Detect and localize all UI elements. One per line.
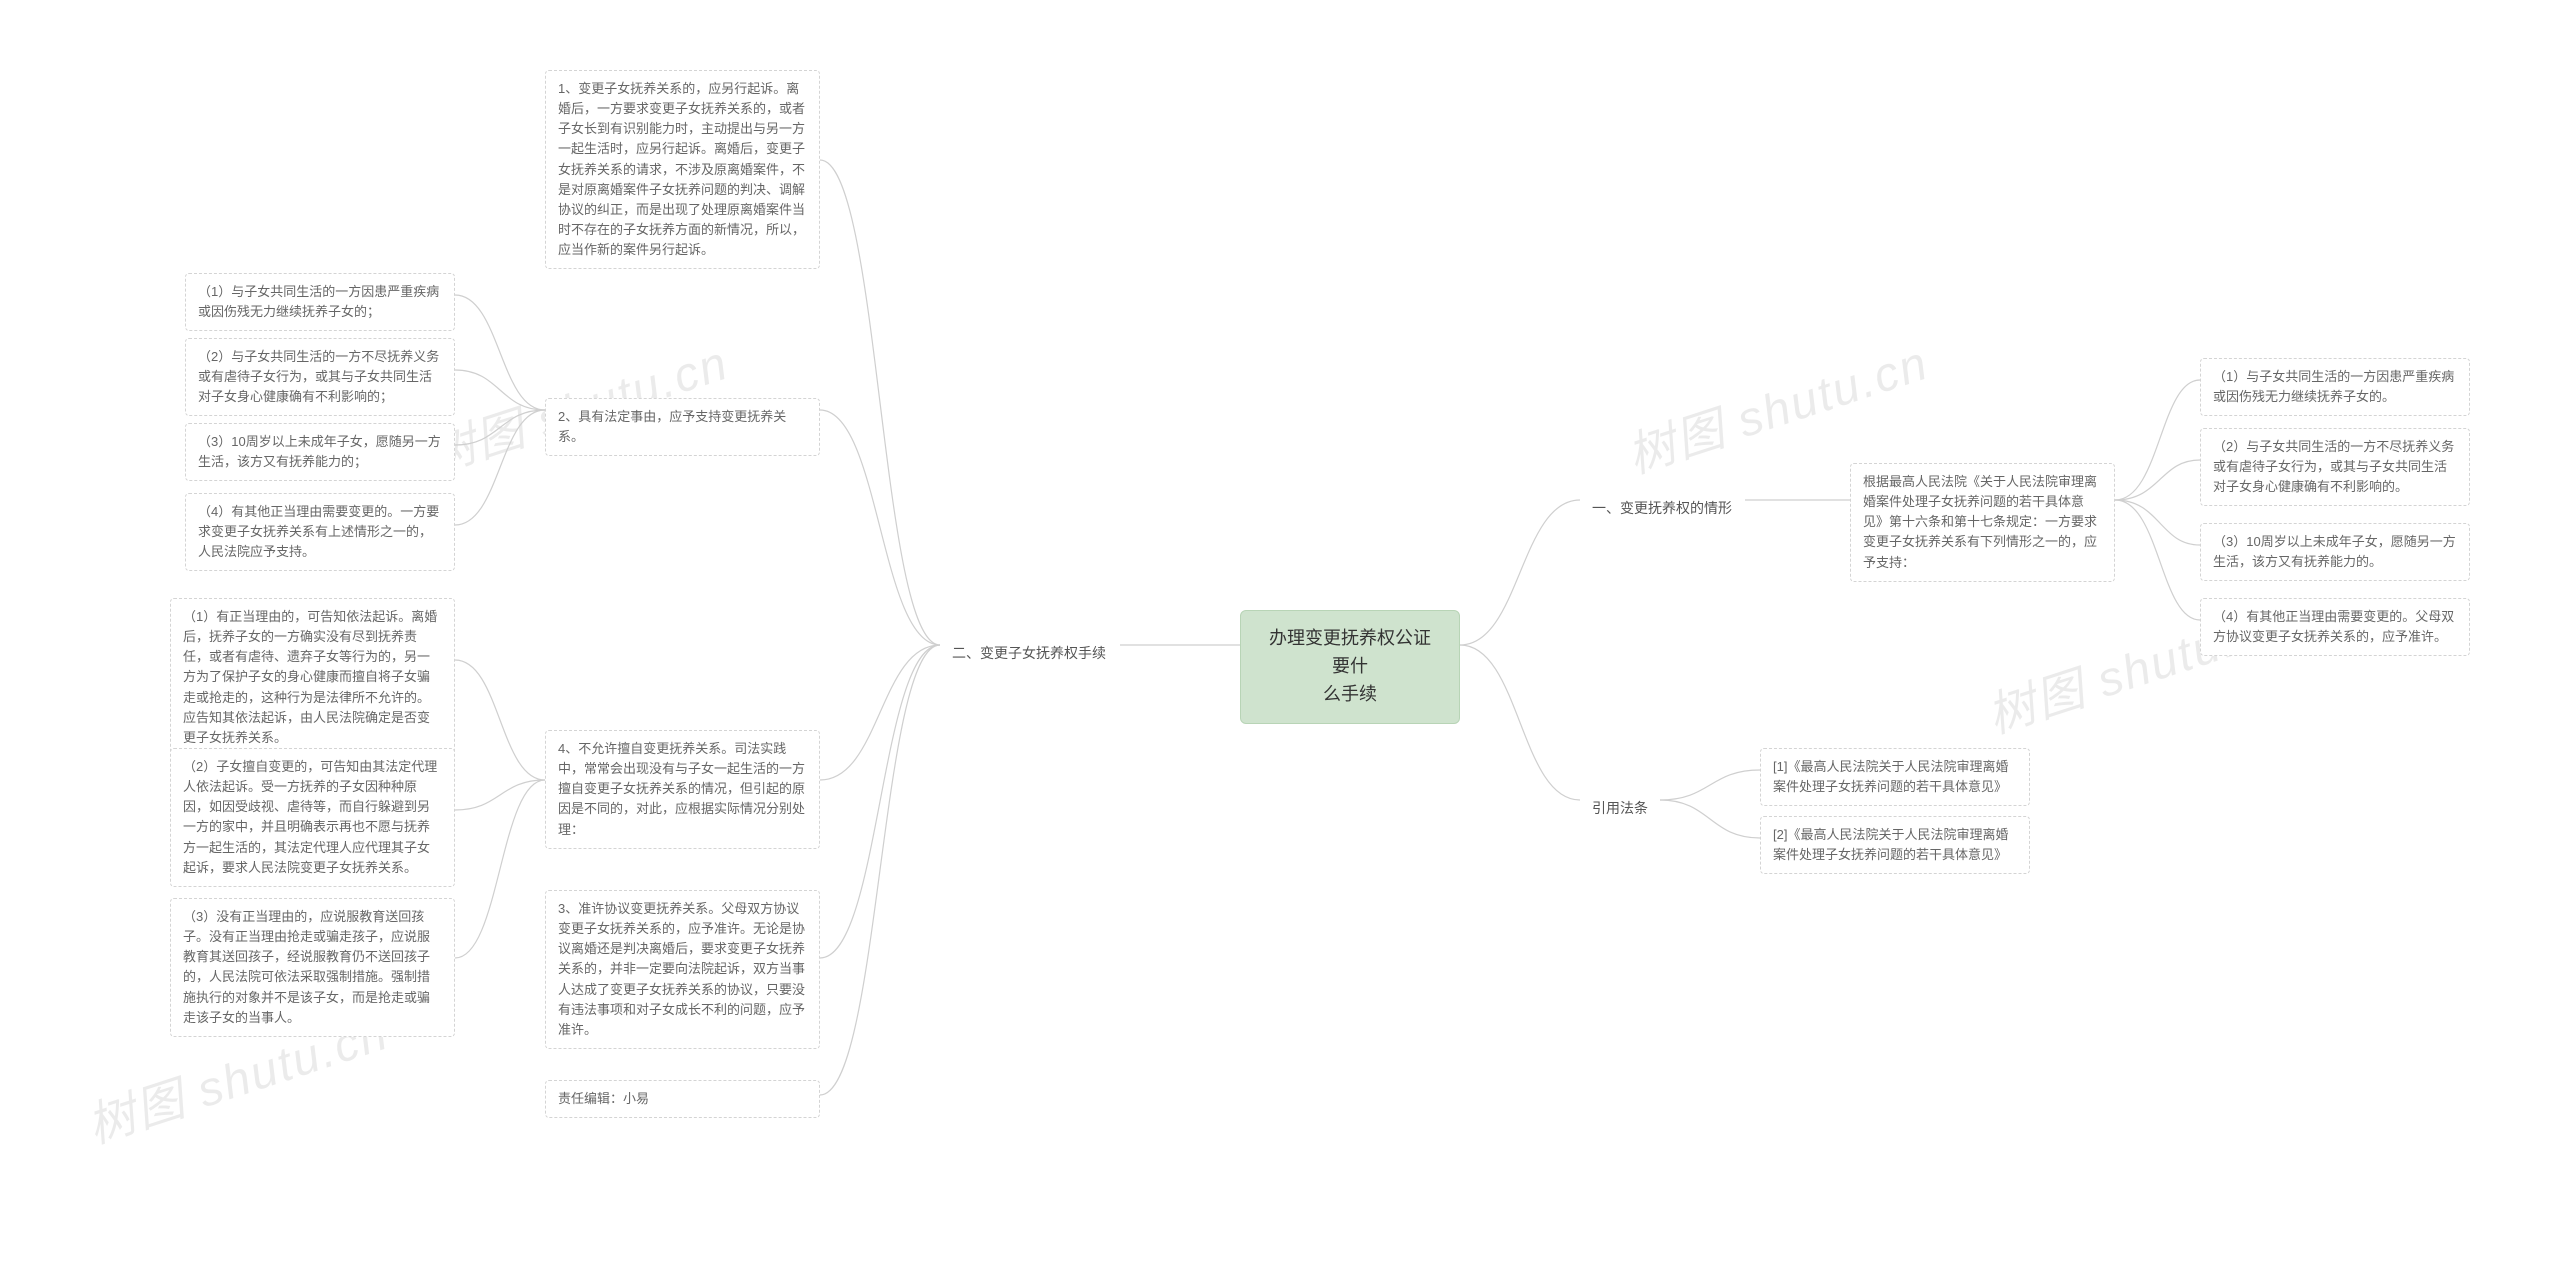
left-i5: 责任编辑：小易 bbox=[545, 1080, 820, 1118]
right-b1-leaf-1: （1）与子女共同生活的一方因患严重疾病或因伤残无力继续抚养子女的。 bbox=[2200, 358, 2470, 416]
branch-right-1: 一、变更抚养权的情形 bbox=[1580, 490, 1744, 528]
left-i4-leaf-3: （3）没有正当理由的，应说服教育送回孩子。没有正当理由抢走或骗走孩子，应说服教育… bbox=[170, 898, 455, 1037]
root-line2: 么手续 bbox=[1261, 681, 1439, 709]
left-i4-leaf-1: （1）有正当理由的，可告知依法起诉。离婚后，抚养子女的一方确实没有尽到抚养责任，… bbox=[170, 598, 455, 757]
left-i2-leaf-3: （3）10周岁以上未成年子女，愿随另一方生活，该方又有抚养能力的； bbox=[185, 423, 455, 481]
left-i3: 3、准许协议变更抚养关系。父母双方协议变更子女抚养关系的，应予准许。无论是协议离… bbox=[545, 890, 820, 1049]
root-node: 办理变更抚养权公证要什 么手续 bbox=[1240, 610, 1460, 724]
left-i2-leaf-2: （2）与子女共同生活的一方不尽抚养义务或有虐待子女行为，或其与子女共同生活对子女… bbox=[185, 338, 455, 416]
left-i4-leaf-2: （2）子女擅自变更的，可告知由其法定代理人依法起诉。受一方抚养的子女因种种原因，… bbox=[170, 748, 455, 887]
left-i1: 1、变更子女抚养关系的，应另行起诉。离婚后，一方要求变更子女抚养关系的，或者子女… bbox=[545, 70, 820, 269]
right-b1-sub: 根据最高人民法院《关于人民法院审理离婚案件处理子女抚养问题的若干具体意见》第十六… bbox=[1850, 463, 2115, 582]
left-i2-leaf-1: （1）与子女共同生活的一方因患严重疾病或因伤残无力继续抚养子女的； bbox=[185, 273, 455, 331]
left-i2: 2、具有法定事由，应予支持变更抚养关系。 bbox=[545, 398, 820, 456]
right-b1-leaf-3: （3）10周岁以上未成年子女，愿随另一方生活，该方又有抚养能力的。 bbox=[2200, 523, 2470, 581]
left-i4: 4、不允许擅自变更抚养关系。司法实践中，常常会出现没有与子女一起生活的一方擅自变… bbox=[545, 730, 820, 849]
right-b1-leaf-4: （4）有其他正当理由需要变更的。父母双方协议变更子女抚养关系的，应予准许。 bbox=[2200, 598, 2470, 656]
root-line1: 办理变更抚养权公证要什 bbox=[1261, 625, 1439, 681]
branch-right-2: 引用法条 bbox=[1580, 790, 1660, 828]
left-i2-leaf-4: （4）有其他正当理由需要变更的。一方要求变更子女抚养关系有上述情形之一的，人民法… bbox=[185, 493, 455, 571]
branch-left: 二、变更子女抚养权手续 bbox=[940, 635, 1118, 673]
right-b2-leaf-2: [2]《最高人民法院关于人民法院审理离婚案件处理子女抚养问题的若干具体意见》 bbox=[1760, 816, 2030, 874]
right-b2-leaf-1: [1]《最高人民法院关于人民法院审理离婚案件处理子女抚养问题的若干具体意见》 bbox=[1760, 748, 2030, 806]
right-b1-leaf-2: （2）与子女共同生活的一方不尽抚养义务或有虐待子女行为，或其与子女共同生活对子女… bbox=[2200, 428, 2470, 506]
